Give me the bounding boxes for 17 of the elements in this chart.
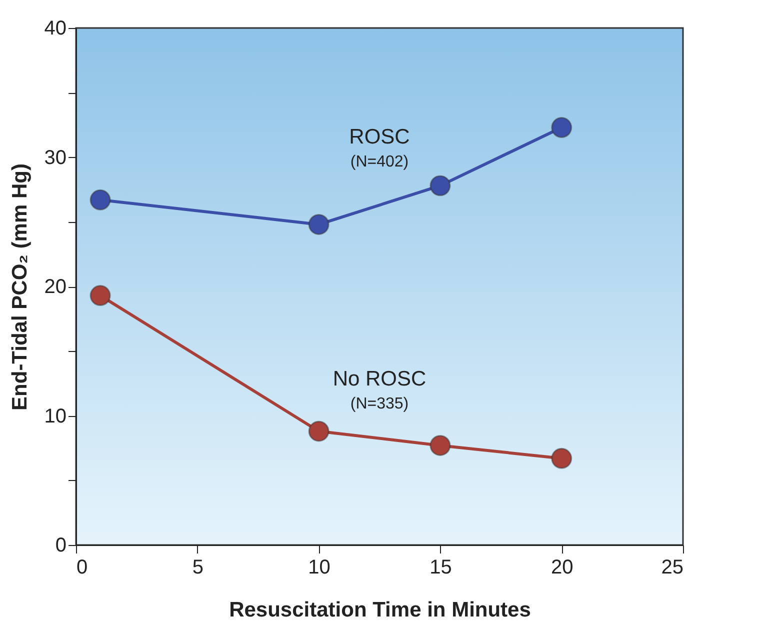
y-tick-label: 10 xyxy=(44,405,66,428)
x-tick-label: 15 xyxy=(430,556,452,578)
series-label: ROSC xyxy=(349,126,410,149)
x-tick-label: 0 xyxy=(76,556,88,578)
series-label: No ROSC xyxy=(332,367,426,390)
y-axis-title: End-Tidal PCO₂ (mm Hg) xyxy=(8,164,32,410)
y-tick-label: 20 xyxy=(44,276,66,298)
annotation: (N=335) xyxy=(350,395,409,412)
y-tick-label: 30 xyxy=(44,146,66,169)
x-tick-label: 5 xyxy=(192,556,204,578)
x-tick-label: 10 xyxy=(308,556,330,578)
x-tick-label: 20 xyxy=(550,556,574,578)
y-tick-label: 0 xyxy=(55,534,66,556)
x-tick-label: 25 xyxy=(661,556,684,578)
y-tick-label: 40 xyxy=(44,18,66,40)
x-axis-title: Resuscitation Time in Minutes xyxy=(229,598,531,622)
annotation: (N=402) xyxy=(350,154,409,171)
